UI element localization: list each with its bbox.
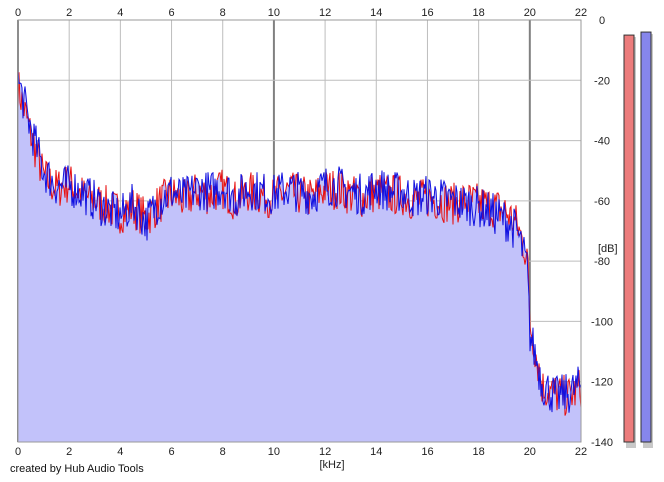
x-tick-label-top: 20 [524,7,536,19]
x-tick-label-bottom: 4 [117,446,123,458]
x-tick-label-bottom: 22 [575,446,587,458]
x-tick-label-bottom: 16 [421,446,433,458]
y-tick-label: -60 [594,196,610,208]
y-tick-label: -120 [591,377,613,389]
y-tick-label: -140 [591,437,613,449]
y-tick-label: 0 [599,15,605,27]
x-tick-label-bottom: 14 [370,446,382,458]
meter-left_channel [623,34,635,443]
x-tick-label-top: 14 [370,7,382,19]
x-tick-label-top: 8 [220,7,226,19]
x-axis-top-ticks: 0 2 4 6 8 10 12 14 16 18 20 22 [15,7,587,19]
x-tick-label-bottom: 2 [66,446,72,458]
y-axis-ticks: 0 -20 -40 -60 -80 -100 -120 -140 [591,15,613,449]
y-tick-label: -20 [594,75,610,87]
level-meters [623,31,653,449]
x-tick-label-top: 2 [66,7,72,19]
x-tick-label-bottom: 10 [268,446,280,458]
x-tick-label-top: 16 [421,7,433,19]
y-axis-unit-label: [dB] [598,243,618,255]
y-tick-label: -40 [594,136,610,148]
x-tick-label-top: 12 [319,7,331,19]
series-line-1 [17,70,582,413]
spectrum-area [18,70,581,443]
x-tick-label-top: 0 [15,7,21,19]
y-tick-label: -100 [591,316,613,328]
x-tick-label-bottom: 12 [319,446,331,458]
x-tick-label-bottom: 18 [473,446,485,458]
plot-frame [17,19,582,443]
meter-right_channel [640,31,652,443]
credit-text: created by Hub Audio Tools [10,463,144,475]
spectrum-series [17,70,582,416]
plot-border [17,19,582,443]
spectrum-fill [18,70,581,443]
x-tick-label-bottom: 0 [15,446,21,458]
x-tick-label-top: 22 [575,7,587,19]
x-axis-bottom-ticks: 0 2 4 6 8 10 12 14 16 18 20 22 [15,446,587,458]
x-tick-label-top: 4 [117,7,123,19]
x-tick-label-top: 6 [168,7,174,19]
x-tick-label-top: 18 [473,7,485,19]
x-tick-label-bottom: 6 [168,446,174,458]
x-tick-label-bottom: 20 [524,446,536,458]
x-axis-unit-label: [kHz] [319,459,344,471]
x-tick-label-bottom: 8 [220,446,226,458]
x-tick-label-top: 10 [268,7,280,19]
y-tick-label: -80 [594,256,610,268]
